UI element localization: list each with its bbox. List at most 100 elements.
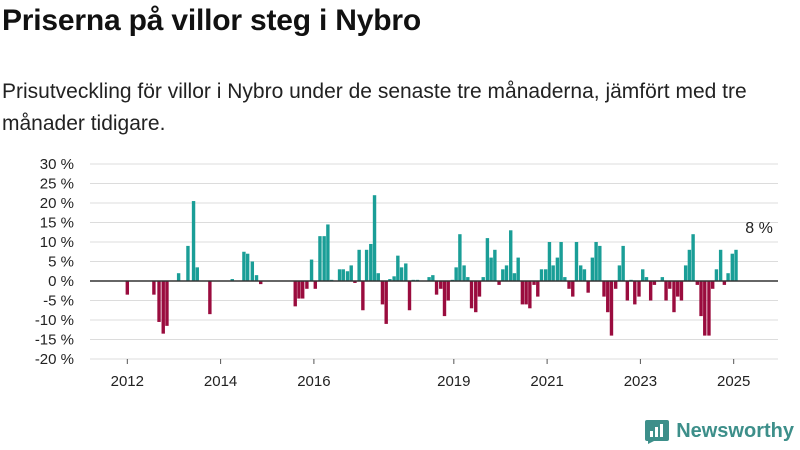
y-tick-label: 5 % bbox=[48, 254, 74, 271]
y-tick-label: 10 % bbox=[40, 234, 74, 251]
bar bbox=[191, 201, 196, 281]
y-tick-label: 15 % bbox=[40, 215, 74, 232]
bar bbox=[372, 195, 377, 281]
bar bbox=[245, 253, 250, 281]
bar bbox=[555, 257, 560, 281]
bar bbox=[454, 267, 458, 281]
bar bbox=[337, 269, 342, 281]
x-tick-label: 2019 bbox=[437, 373, 470, 390]
bar bbox=[516, 257, 520, 281]
bar bbox=[691, 234, 695, 281]
bar bbox=[152, 281, 156, 295]
bar bbox=[644, 277, 649, 281]
bar bbox=[125, 281, 130, 295]
bar bbox=[195, 267, 199, 281]
bar bbox=[660, 277, 665, 281]
bar bbox=[485, 238, 490, 281]
bar bbox=[637, 281, 641, 297]
bar bbox=[469, 281, 474, 309]
bar bbox=[293, 281, 297, 307]
bar bbox=[571, 281, 575, 297]
bar bbox=[578, 265, 583, 281]
bar bbox=[489, 257, 493, 281]
brand-name: Newsworthy bbox=[676, 419, 794, 442]
bar bbox=[574, 242, 579, 281]
bar bbox=[594, 242, 598, 281]
bar bbox=[388, 279, 392, 281]
y-tick-label: -10 % bbox=[35, 312, 74, 329]
bar bbox=[590, 257, 595, 281]
bar bbox=[567, 281, 571, 289]
bar bbox=[407, 281, 412, 311]
bar bbox=[668, 281, 672, 289]
x-tick-label: 2023 bbox=[624, 373, 657, 390]
bar bbox=[730, 253, 734, 281]
bar bbox=[176, 273, 181, 281]
bar bbox=[297, 281, 301, 299]
bar bbox=[341, 269, 345, 281]
bar bbox=[617, 265, 622, 281]
bar bbox=[722, 281, 727, 285]
chart-subtitle: Prisutveckling för villor i Nybro under … bbox=[2, 80, 747, 135]
bar bbox=[477, 281, 482, 297]
bar bbox=[242, 251, 246, 281]
bar bbox=[509, 230, 513, 281]
bar bbox=[602, 281, 606, 297]
x-tick-label: 2012 bbox=[111, 373, 144, 390]
bar bbox=[369, 243, 373, 281]
bar bbox=[376, 273, 380, 281]
x-tick-label: 2016 bbox=[297, 373, 330, 390]
bar bbox=[606, 281, 610, 313]
bar bbox=[551, 265, 555, 281]
x-tick-label: 2021 bbox=[530, 373, 563, 390]
bar bbox=[532, 281, 536, 285]
bar bbox=[404, 263, 408, 281]
bar bbox=[718, 249, 723, 281]
bar bbox=[361, 281, 365, 311]
bar bbox=[326, 224, 330, 281]
y-tick-label: 30 % bbox=[40, 156, 74, 173]
bar bbox=[165, 281, 169, 326]
bar bbox=[442, 281, 447, 317]
bar bbox=[641, 269, 645, 281]
bar bbox=[364, 249, 369, 281]
bar bbox=[699, 281, 703, 317]
bar bbox=[157, 281, 161, 322]
bar bbox=[208, 281, 212, 315]
bar bbox=[392, 276, 396, 281]
bar bbox=[683, 265, 688, 281]
bar bbox=[536, 281, 540, 297]
bar bbox=[512, 273, 517, 281]
bar bbox=[345, 271, 350, 281]
bar bbox=[497, 281, 501, 285]
bar bbox=[427, 277, 431, 281]
bar bbox=[254, 275, 259, 281]
bar bbox=[481, 277, 485, 281]
bar bbox=[305, 281, 309, 289]
bar bbox=[431, 275, 435, 281]
bar bbox=[493, 249, 497, 281]
bar bbox=[625, 281, 630, 301]
bar bbox=[734, 249, 738, 281]
bar bbox=[707, 281, 711, 336]
bar bbox=[672, 281, 676, 313]
y-tick-label: -5 % bbox=[43, 293, 74, 310]
bar bbox=[710, 281, 715, 289]
bar bbox=[633, 281, 637, 305]
bar bbox=[726, 273, 730, 281]
bar bbox=[399, 267, 404, 281]
bar bbox=[648, 281, 653, 301]
x-tick-label: 2025 bbox=[717, 373, 750, 390]
bar bbox=[186, 245, 190, 281]
bar bbox=[353, 281, 357, 283]
bar bbox=[318, 236, 322, 281]
bar bbox=[434, 281, 439, 295]
bar bbox=[695, 281, 700, 285]
bar bbox=[474, 281, 478, 313]
bar bbox=[313, 281, 317, 289]
bar bbox=[528, 281, 532, 309]
bar bbox=[544, 269, 548, 281]
bar bbox=[300, 281, 305, 299]
y-tick-label: 0 % bbox=[48, 273, 74, 290]
